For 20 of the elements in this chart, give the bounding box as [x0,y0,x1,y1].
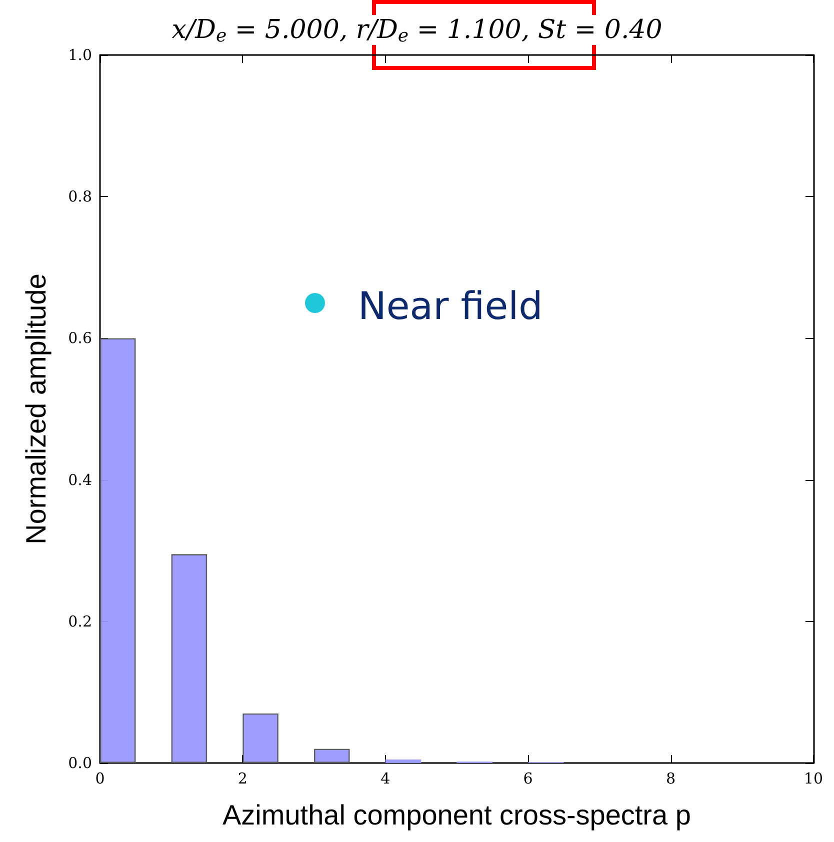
y-tick-label: 0.8 [68,188,92,206]
annotation: Near field [358,284,543,328]
x-axis-title: Azimuthal component cross-spectra p [222,800,691,830]
y-tick-label: 0.4 [68,470,92,489]
bar [242,713,278,763]
bar [171,554,208,763]
bar [314,748,350,763]
x-tick-label: 0 [95,770,105,788]
bar [385,759,422,763]
y-tick-label: 1.0 [68,46,92,64]
y-tick-label: 0.2 [68,612,92,630]
x-tick-label: 6 [523,770,533,788]
x-tick-label: 10 [804,770,824,788]
x-tick-label: 4 [380,770,390,788]
y-tick-label: 0.6 [68,329,92,348]
y-tick-label: 0.0 [68,754,92,772]
y-axis-title: Normalized amplitude [20,274,52,544]
x-tick-label: 2 [238,770,248,788]
bar [100,338,136,763]
x-tick-label: 8 [666,770,676,788]
